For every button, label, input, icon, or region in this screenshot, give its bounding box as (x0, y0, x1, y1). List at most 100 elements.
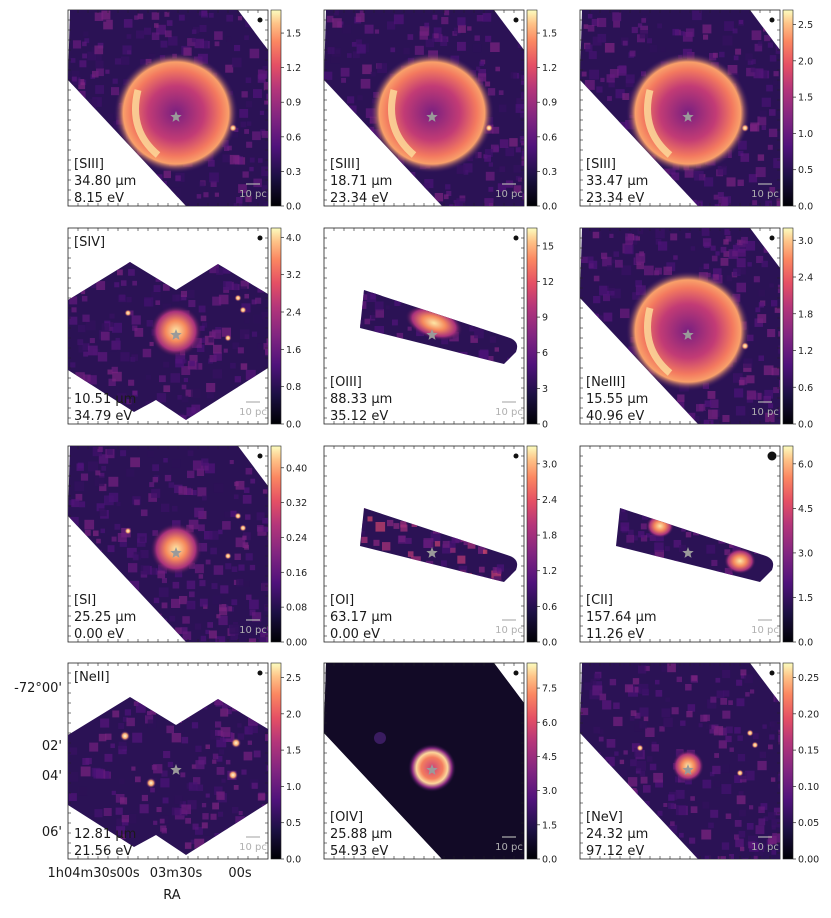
star-marker (170, 111, 182, 122)
dec-tick-label: 06' (42, 825, 62, 840)
colorbar-tick-label: 15 (542, 241, 554, 252)
colorbar-tick-label: 1.2 (542, 566, 557, 577)
scalebar-label: 10 pc (239, 842, 267, 853)
colorbar-tick-label: 1.5 (798, 93, 813, 104)
wavelength-label: 25.88 µm (330, 827, 392, 842)
star-marker (426, 764, 438, 775)
colorbar-tick-label: 0.0 (286, 202, 301, 213)
ra-axis-label: RA (163, 888, 181, 903)
colorbar-tick-label: 3.0 (798, 236, 813, 247)
colorbar-tick-label: 0.5 (286, 818, 301, 829)
beam-marker (767, 451, 777, 461)
colorbar-tick-label: 0.25 (798, 673, 819, 684)
panel-oi-8: 10 pc [OI] 63.17 µm 0.00 eV 0.0 0.6 1.2 1.8 2.4 3… (323, 445, 557, 649)
panel-neiii-6: 10 pc [NeIII] 15.55 µm 40.96 eV 0.0 0.6 1.2 1.8… (579, 227, 813, 431)
scalebar-label: 10 pc (239, 625, 267, 636)
ra-tick-label: 1h04m30s (47, 866, 116, 881)
star-marker (682, 111, 694, 122)
wavelength-label: 18.71 µm (330, 174, 392, 189)
colorbar-tick-label: 3.2 (286, 270, 301, 281)
wavelength-label: 10.51 µm (74, 392, 136, 407)
line-name: [OIV] (330, 810, 363, 825)
colorbar-tick-label: 3.0 (542, 459, 557, 470)
star-marker (170, 329, 182, 340)
colorbar-tick-label: 0.9 (286, 98, 301, 109)
panel-oiii-5: 10 pc [OIII] 88.33 µm 35.12 eV 0 3 6 9 12 15 (323, 227, 554, 431)
colorbar (526, 9, 538, 207)
scalebar-label: 10 pc (495, 189, 523, 200)
beam-marker (513, 17, 519, 23)
colorbar-tick-label: 1.5 (542, 820, 557, 831)
panel-neii-10: 10 pc [NeII] 12.81 µm 21.56 eV 0.0 0.5 1.0 1.5 2… (67, 662, 301, 866)
star-marker (682, 764, 694, 775)
wavelength-label: 15.55 µm (586, 392, 648, 407)
colorbar-tick-label: 2.5 (798, 20, 813, 31)
line-name: [NeII] (74, 670, 110, 685)
colorbar (526, 227, 538, 425)
colorbar-tick-label: 4.5 (542, 752, 557, 763)
energy-label: 23.34 eV (586, 191, 644, 206)
colorbar-tick-label: 0.0 (286, 420, 301, 431)
star-marker (426, 547, 438, 558)
colorbar-tick-label: 0.0 (542, 638, 557, 649)
colorbar-tick-label: 0.05 (798, 818, 819, 829)
scalebar-label: 10 pc (751, 842, 779, 853)
colorbar-tick-label: 0.10 (798, 782, 819, 793)
colorbar-tick-label: 6.0 (542, 718, 557, 729)
colorbar-tick-label: 0.40 (286, 463, 307, 474)
beam-marker (769, 235, 775, 241)
line-name: [CII] (586, 593, 613, 608)
scalebar-label: 10 pc (495, 625, 523, 636)
energy-label: 34.79 eV (74, 409, 132, 424)
beam-marker (769, 17, 775, 23)
energy-label: 8.15 eV (74, 191, 124, 206)
colorbar-tick-label: 0.08 (286, 603, 307, 614)
energy-label: 0.00 eV (74, 627, 124, 642)
ra-tick-label: 00s (116, 866, 140, 881)
beam-marker (257, 670, 263, 676)
panel-siii-2: 10 pc [SIII] 18.71 µm 23.34 eV 0.0 0.3 0.6 0.9 1… (323, 9, 557, 213)
colorbar-tick-label: 1.2 (286, 63, 301, 74)
line-name: [SIII] (74, 157, 104, 172)
colorbar (270, 9, 282, 207)
colorbar-tick-label: 0.15 (798, 746, 819, 757)
star-marker (426, 111, 438, 122)
colorbar-tick-label: 3.0 (542, 786, 557, 797)
beam-marker (769, 670, 775, 676)
star-marker (682, 547, 694, 558)
line-name: [NeV] (586, 810, 623, 825)
beam-marker (513, 670, 519, 676)
colorbar-tick-label: 2.0 (798, 56, 813, 67)
line-name: [SIV] (74, 235, 105, 250)
wavelength-label: 88.33 µm (330, 392, 392, 407)
beam-marker (513, 235, 519, 241)
colorbar-tick-label: 1.2 (798, 346, 813, 357)
scalebar-label: 10 pc (751, 625, 779, 636)
panel-siv-4: 10 pc [SIV] 10.51 µm 34.79 eV 0.0 0.8 1.6 2.4 3.… (67, 227, 301, 431)
colorbar (782, 662, 794, 860)
energy-label: 97.12 eV (586, 844, 644, 859)
scalebar-label: 10 pc (495, 407, 523, 418)
colorbar (270, 662, 282, 860)
colorbar-tick-label: 0.0 (542, 202, 557, 213)
line-name: [SIII] (330, 157, 360, 172)
colorbar (270, 227, 282, 425)
colorbar-tick-label: 0.6 (286, 132, 301, 143)
colorbar-tick-label: 1.5 (286, 746, 301, 757)
panel-oiv-11: 10 pc [OIV] 25.88 µm 54.93 eV 0.0 1.5 3.0 4.5 6.… (323, 662, 557, 866)
wavelength-label: 157.64 µm (586, 610, 657, 625)
colorbar-tick-label: 0.32 (286, 498, 307, 509)
colorbar-tick-label: 2.0 (286, 709, 301, 720)
colorbar-tick-label: 0.0 (286, 855, 301, 866)
dec-tick-label: -72°00' (14, 681, 62, 696)
colorbar-tick-label: 0.20 (798, 709, 819, 720)
colorbar-tick-label: 3.0 (798, 548, 813, 559)
star-marker (170, 764, 182, 775)
colorbar-tick-label: 0.5 (798, 165, 813, 176)
energy-label: 0.00 eV (330, 627, 380, 642)
wavelength-label: 34.80 µm (74, 174, 136, 189)
energy-label: 23.34 eV (330, 191, 388, 206)
colorbar-tick-label: 0.3 (542, 167, 557, 178)
colorbar-tick-label: 1.5 (286, 29, 301, 40)
